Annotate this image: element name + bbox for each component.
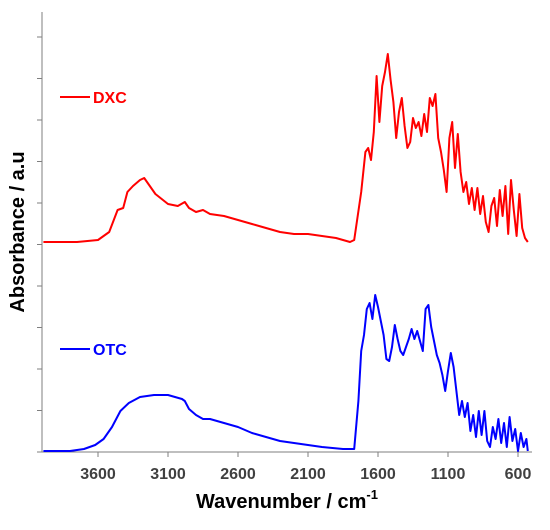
x-axis-title-superscript: -1 (366, 487, 378, 502)
legend-dxc-label: DXC (93, 90, 127, 107)
series-group (43, 53, 529, 452)
x-tick-label: 2600 (220, 466, 256, 483)
x-tick-label: 2100 (290, 466, 326, 483)
y-axis-title: Absorbance / a.u (7, 151, 29, 312)
y-axis-ticks (37, 36, 42, 453)
x-axis-ticks: 3600 3100 2600 2100 1600 1100 600 (80, 452, 531, 483)
x-tick-label: 3100 (150, 466, 186, 483)
x-tick-label: 3600 (80, 466, 116, 483)
x-tick-label: 600 (505, 466, 532, 483)
x-tick-label: 1100 (431, 466, 466, 483)
legend-otc-label: OTC (93, 342, 127, 359)
legend-dxc: DXC (60, 90, 127, 107)
series-line-dxc (43, 53, 529, 243)
x-axis-title-main: Wavenumber / cm (196, 491, 366, 513)
x-axis-title: Wavenumber / cm-1 (196, 487, 378, 513)
x-tick-label: 1600 (360, 466, 396, 483)
series-line-otc (43, 294, 529, 452)
legend-otc: OTC (60, 342, 127, 359)
